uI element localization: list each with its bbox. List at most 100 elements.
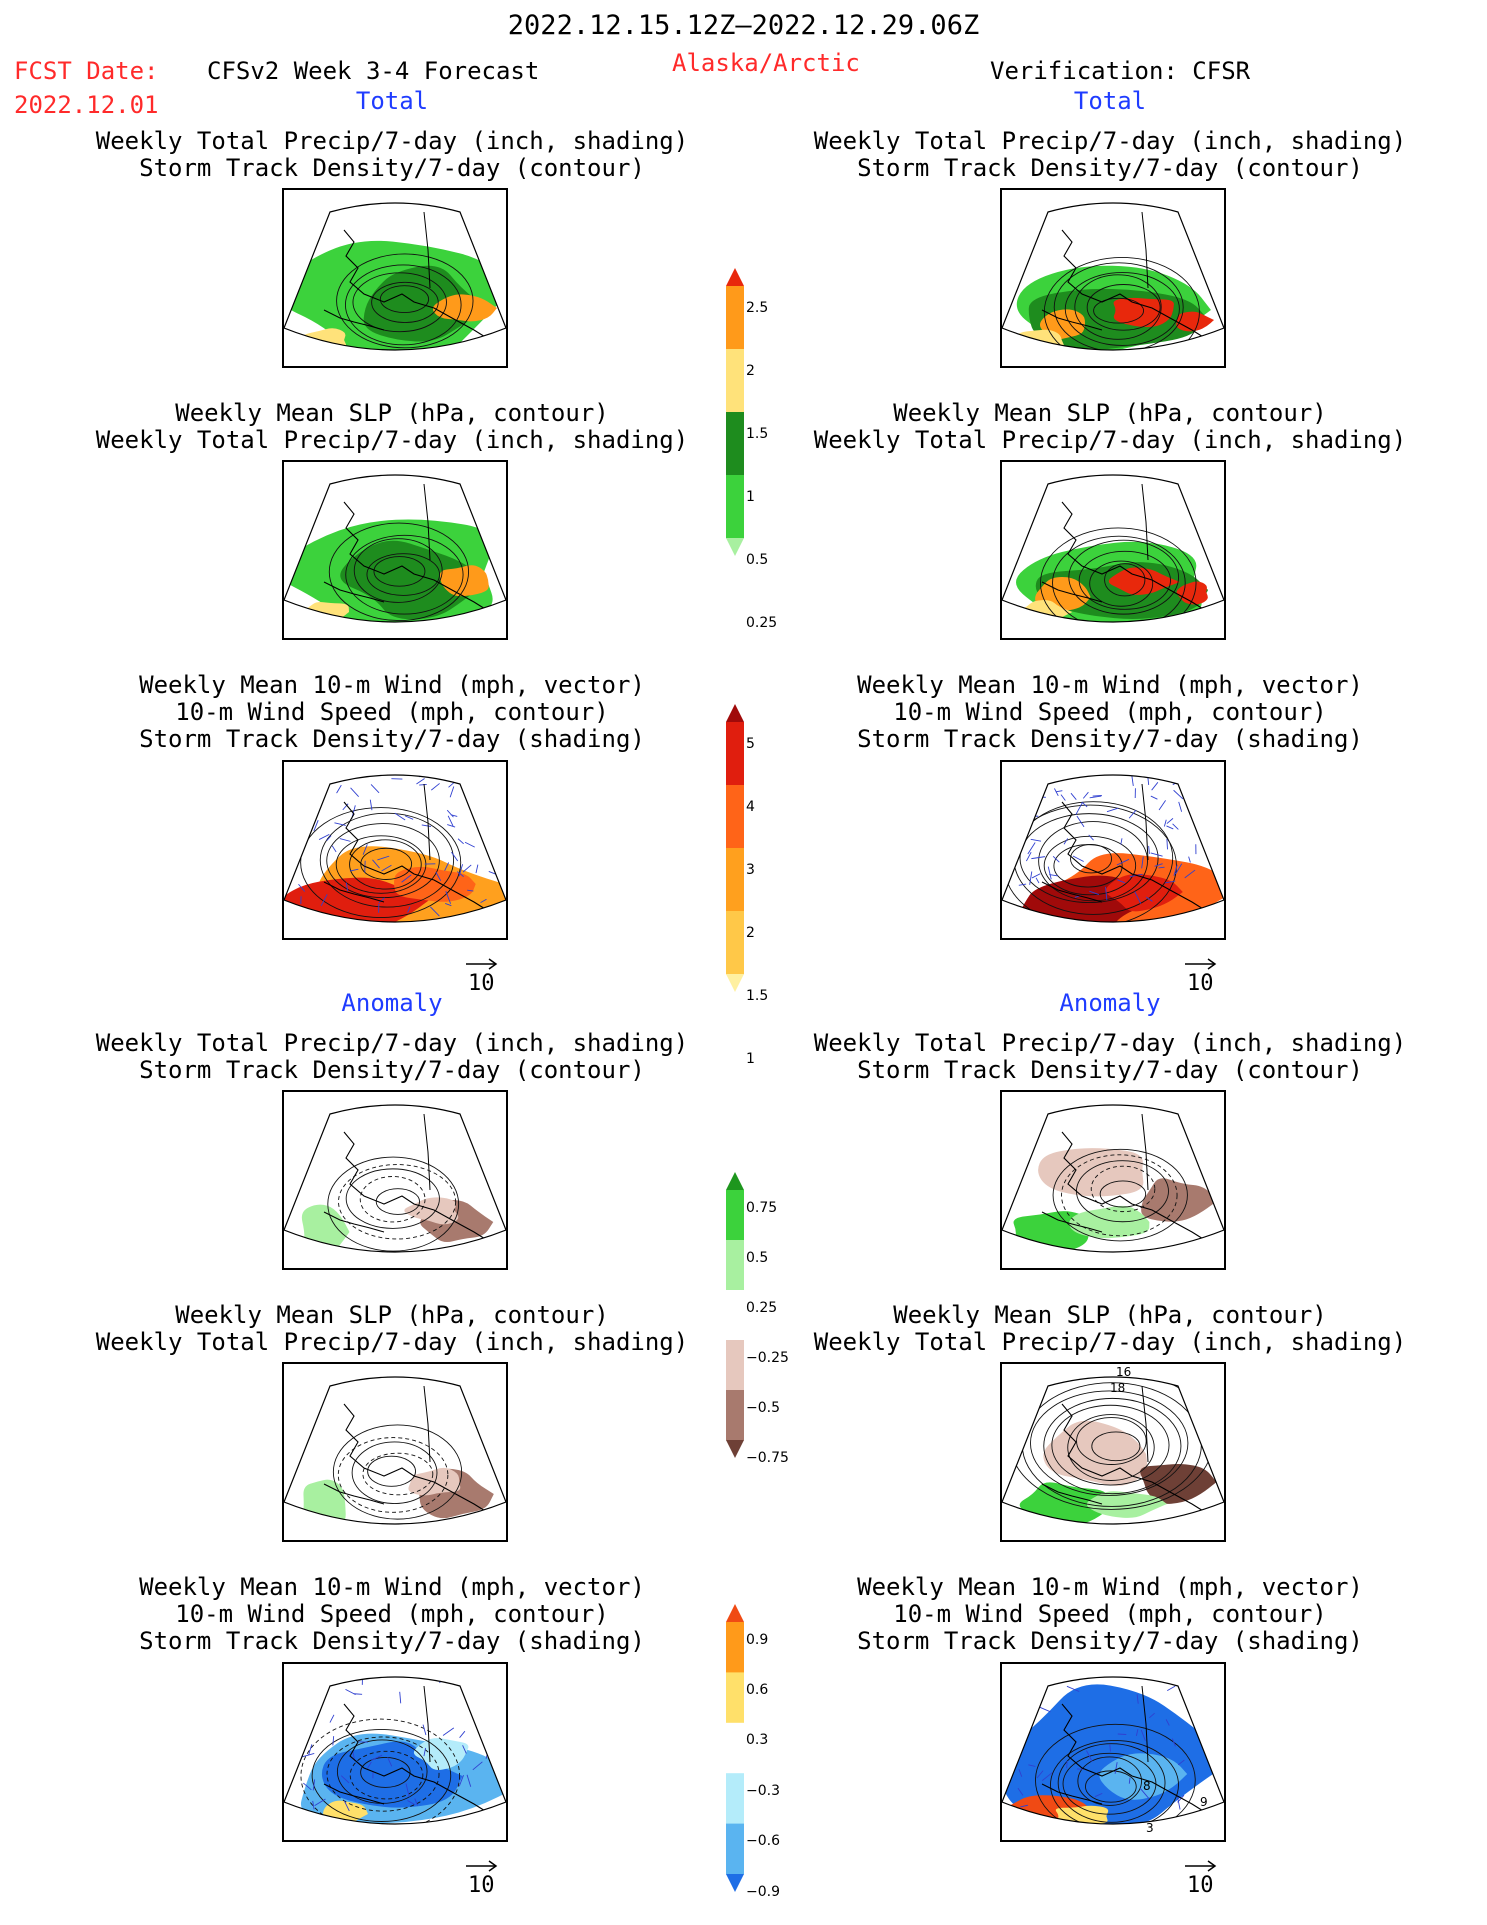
map-svg — [1002, 1104, 1224, 1253]
title-l6-a: Weekly Mean 10-m Wind (mph, vector) — [139, 1573, 645, 1601]
map-total-wind-verification — [1000, 760, 1226, 940]
map-shading — [1016, 483, 1209, 622]
colorbar-segment — [726, 286, 744, 350]
colorbar-segment — [726, 1622, 744, 1673]
title-l6-b: 10-m Wind Speed (mph, contour) — [175, 1600, 609, 1628]
title-r3-b: 10-m Wind Speed (mph, contour) — [893, 698, 1327, 726]
colorbar-tick-label: 0.6 — [746, 1682, 769, 1699]
map-shading — [284, 775, 506, 922]
map-svg — [284, 202, 506, 351]
right-total-label: Total — [1073, 87, 1147, 115]
map-svg — [284, 1376, 506, 1525]
map-shading — [295, 1677, 506, 1824]
colorbar-arrow-bottom — [726, 974, 744, 992]
colorbar-segment — [726, 1240, 744, 1291]
colorbar-arrow-top — [726, 1172, 744, 1190]
title-l4-a: Weekly Total Precip/7-day (inch, shading… — [95, 1029, 689, 1057]
map-shading — [284, 211, 502, 350]
contour-label-8: 8 — [1143, 1779, 1151, 1793]
title-l5-a: Weekly Mean SLP (hPa, contour) — [175, 1301, 609, 1329]
colorbar-tick-label: 1 — [746, 489, 755, 506]
map-shading — [1013, 1113, 1216, 1252]
colorbar-arrow-bottom — [726, 538, 744, 556]
map-anom-precip-verification — [1000, 1090, 1226, 1270]
colorbar-tick-label: 0.5 — [746, 1249, 769, 1266]
verification-label: Verification: CFSR — [990, 57, 1251, 85]
colorbar-storm-anom: 0.9 0.6 0.3 −0.3 −0.6 −0.9 — [724, 1604, 804, 1899]
colorbar-arrow-top — [726, 1604, 744, 1622]
fcst-date-label: FCST Date: — [14, 57, 159, 85]
vector-key-arrow-r2 — [1183, 1854, 1219, 1879]
map-shading — [1008, 1377, 1217, 1524]
title-r4-b: Storm Track Density/7-day (contour) — [857, 1056, 1363, 1084]
colorbar-tick-label: 3 — [746, 862, 755, 879]
vector-key-label-l1: 10 — [468, 971, 495, 996]
title-r3-c: Storm Track Density/7-day (shading) — [857, 725, 1363, 753]
colorbar-segment — [726, 1773, 744, 1825]
title-r5-a: Weekly Mean SLP (hPa, contour) — [893, 1301, 1327, 1329]
colorbar-segment — [726, 1722, 744, 1774]
colorbar-tick-label: −0.25 — [746, 1349, 789, 1366]
colorbar-tick-label: 0.9 — [746, 1631, 769, 1648]
map-anom-slp-verification — [1000, 1362, 1226, 1542]
colorbar-tick-label: −0.75 — [746, 1449, 789, 1466]
title-l3-a: Weekly Mean 10-m Wind (mph, vector) — [139, 671, 645, 699]
colorbar-tick-label: 0.3 — [746, 1732, 769, 1749]
title-l6-c: Storm Track Density/7-day (shading) — [139, 1627, 645, 1655]
colorbar-tick-label: 5 — [746, 736, 755, 753]
title-l1-b: Storm Track Density/7-day (contour) — [139, 154, 645, 182]
map-svg — [284, 1676, 506, 1825]
map-total-precip-verification — [1000, 188, 1226, 368]
colorbar-segment — [726, 785, 744, 849]
vector-key-label-l2: 10 — [468, 1873, 495, 1898]
colorbar-tick-label: −0.3 — [746, 1782, 780, 1799]
left-anomaly-label: Anomaly — [341, 989, 443, 1017]
colorbar-arrow-bottom — [726, 1874, 744, 1892]
title-r1-b: Storm Track Density/7-day (contour) — [857, 154, 1363, 182]
contour-label-3: 3 — [1146, 1821, 1154, 1835]
map-svg — [1002, 1376, 1224, 1525]
map-shading — [303, 1385, 494, 1524]
title-l3-b: 10-m Wind Speed (mph, contour) — [175, 698, 609, 726]
map-total-slp-verification — [1000, 460, 1226, 640]
colorbar-tick-label: 4 — [746, 799, 755, 816]
colorbar-segment — [726, 475, 744, 539]
colorbar-precip-anom: 0.75 0.5 0.25 −0.25 −0.5 −0.75 — [724, 1172, 804, 1465]
map-shading — [1003, 775, 1224, 922]
vector-key-label-r1: 10 — [1187, 971, 1214, 996]
map-shading — [301, 1113, 494, 1252]
colorbar-tick-label: 0.5 — [746, 552, 769, 569]
title-r4-a: Weekly Total Precip/7-day (inch, shading… — [813, 1029, 1407, 1057]
colorbar-segment — [726, 349, 744, 413]
colorbar-segment — [726, 412, 744, 476]
vector-key-arrow-r1 — [1183, 952, 1219, 977]
map-svg — [284, 1104, 506, 1253]
colorbar-tick-label: −0.5 — [746, 1399, 780, 1416]
model-label: CFSv2 Week 3-4 Forecast — [207, 57, 540, 85]
vector-key-label-r2: 10 — [1187, 1873, 1214, 1898]
map-svg — [1002, 474, 1224, 623]
map-anom-precip-forecast — [282, 1090, 508, 1270]
title-l3-c: Storm Track Density/7-day (shading) — [139, 725, 645, 753]
colorbar-tick-label: 1.5 — [746, 426, 769, 443]
title-l2-b: Weekly Total Precip/7-day (inch, shading… — [95, 426, 689, 454]
map-svg — [1002, 1676, 1224, 1825]
title-r3-a: Weekly Mean 10-m Wind (mph, vector) — [857, 671, 1363, 699]
map-anom-wind-verification — [1000, 1662, 1226, 1842]
title-l5-b: Weekly Total Precip/7-day (inch, shading… — [95, 1328, 689, 1356]
colorbar-tick-label: 1 — [746, 1051, 755, 1068]
colorbar-segment — [726, 1390, 744, 1441]
left-total-label: Total — [355, 87, 429, 115]
colorbar-tick-label: 1.5 — [746, 988, 769, 1005]
title-r6-a: Weekly Mean 10-m Wind (mph, vector) — [857, 1573, 1363, 1601]
colorbar-tick-label: −0.6 — [746, 1833, 780, 1850]
map-total-precip-forecast — [282, 188, 508, 368]
vector-key-arrow-l2 — [464, 1854, 500, 1879]
colorbar-tick-label: −0.9 — [746, 1883, 780, 1900]
title-r5-b: Weekly Total Precip/7-day (inch, shading… — [813, 1328, 1407, 1356]
colorbar-tick-label: 2.5 — [746, 300, 769, 317]
title-l4-b: Storm Track Density/7-day (contour) — [139, 1056, 645, 1084]
colorbar-segment — [726, 1340, 744, 1391]
colorbar-segment — [726, 848, 744, 912]
map-shading — [1015, 211, 1215, 350]
